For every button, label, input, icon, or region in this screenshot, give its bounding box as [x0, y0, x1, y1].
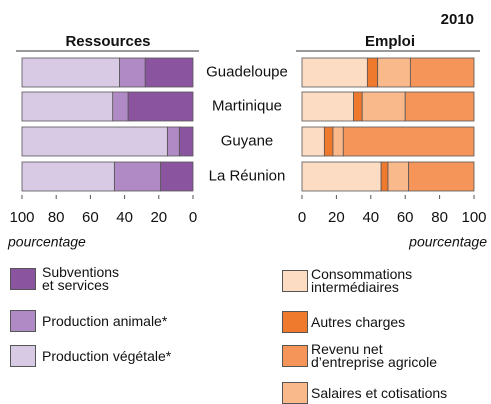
bar-segment	[377, 57, 411, 88]
legend-label: Production végétale*	[42, 347, 172, 364]
legend-swatch	[10, 268, 36, 290]
legend-label: Production animale*	[42, 312, 168, 329]
legend-label: Salaires et cotisations	[311, 384, 448, 401]
category-label: La Réunion	[209, 167, 286, 184]
bar-segment	[301, 57, 368, 88]
chart-title: 2010	[441, 11, 474, 28]
bar-segment	[166, 126, 180, 157]
bar-segment	[112, 91, 129, 122]
bar-segment	[409, 57, 475, 88]
x-tick-label: 100	[9, 209, 34, 226]
bar-segment	[21, 126, 168, 157]
bar-segment	[178, 126, 194, 157]
bar-segment	[21, 57, 120, 88]
category-label: Martinique	[212, 97, 282, 114]
bar-segment	[21, 161, 115, 192]
panel-title: Ressources	[65, 33, 150, 50]
bar-segment	[21, 91, 114, 122]
x-tick-label: 60	[397, 209, 414, 226]
legend-swatch	[10, 310, 36, 332]
category-label: Guadeloupe	[206, 63, 288, 80]
x-axis-label: pourcentage	[7, 234, 86, 250]
legend-label: Subventions et services	[42, 264, 120, 293]
x-tick-label: 0	[298, 209, 306, 226]
bar-segment	[380, 161, 389, 192]
bar-segment	[332, 126, 344, 157]
bar-segment	[113, 161, 161, 192]
x-tick-label: 40	[116, 209, 133, 226]
category-label: Guyane	[221, 132, 274, 149]
bar-segment	[119, 57, 146, 88]
bar-segment	[301, 161, 382, 192]
bar-segment	[127, 91, 194, 122]
panel-title: Emploi	[365, 33, 415, 50]
x-axis-label: pourcentage	[408, 234, 487, 250]
legend-swatch	[282, 345, 308, 367]
bar-segment	[144, 57, 194, 88]
x-tick-label: 40	[362, 209, 379, 226]
bar-segment	[301, 126, 325, 157]
bar-segment	[301, 91, 354, 122]
x-tick-label: 20	[328, 209, 345, 226]
legend-swatch	[10, 345, 36, 367]
legend-swatch	[282, 311, 308, 333]
x-tick-label: 80	[431, 209, 448, 226]
legend-label: Revenu net d’entreprise agricole	[311, 341, 438, 370]
bar-segment	[160, 161, 194, 192]
x-tick-label: 60	[82, 209, 99, 226]
x-tick-label: 20	[150, 209, 167, 226]
legend-label: Consommations intermédiaires	[311, 266, 413, 295]
bar-segment	[342, 126, 475, 157]
bar-segment	[323, 126, 334, 157]
x-tick-label: 80	[48, 209, 65, 226]
x-tick-label: 100	[461, 209, 486, 226]
bar-segment	[361, 91, 406, 122]
bar-segment	[404, 91, 475, 122]
bar-segment	[408, 161, 475, 192]
legend-swatch	[282, 382, 308, 404]
x-tick-label: 0	[189, 209, 197, 226]
bar-segment	[353, 91, 363, 122]
legend-label: Autres charges	[311, 313, 406, 330]
legend-swatch	[282, 270, 308, 292]
bar-segment	[366, 57, 379, 88]
bar-segment	[387, 161, 410, 192]
